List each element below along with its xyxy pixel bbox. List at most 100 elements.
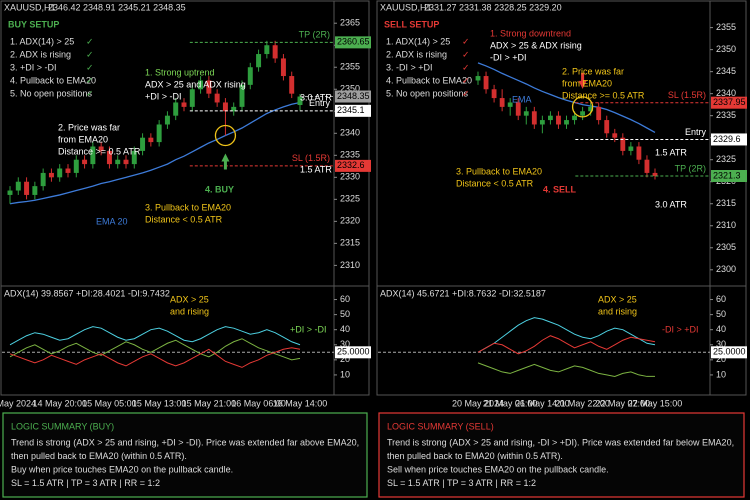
candle-body [564,120,569,125]
annotation: Distance < 0.5 ATR [456,178,534,188]
symbol: XAUUSD,H1 [380,2,432,12]
candle-body [73,159,79,173]
candle-body [264,45,270,55]
candle-body [181,102,187,107]
y-tick-label: 2335 [716,110,736,120]
level-box [711,170,747,183]
annotation: Distance >= 0.5 ATR [58,146,141,156]
summary-line: SL = 1.5 ATR | TP = 3 ATR | RR = 1:2 [387,478,536,488]
summary-title: LOGIC SUMMARY (BUY) [11,421,114,431]
level-box [335,346,371,359]
candle-body [272,45,278,59]
y-tick-label: 2345 [716,66,736,76]
panel-frame [0,0,370,396]
level-box [711,346,747,359]
setup-title: SELL SETUP [384,19,439,29]
checklist-item: 5. No open positions [10,88,93,98]
indicator-line [477,362,655,377]
annotation: -DI > +DI [490,52,527,62]
y-tick-label: 2350 [716,44,736,54]
y-tick-label: 2365 [340,18,360,28]
candle-body [515,102,521,116]
annotation: 1.5 ATR [655,147,687,157]
candle-body [620,137,626,151]
candle-body [539,120,545,125]
summary-line: Trend is strong (ADX > 25 and rising, -D… [387,437,734,447]
summary-line: Buy when price touches EMA20 on the pull… [11,464,233,474]
candle-body [612,133,618,138]
candle-body [628,146,634,151]
y-tick-label: 20 [340,354,350,364]
candle-body [156,124,162,143]
y-tick-label: 10 [340,369,350,379]
indicator-line [9,338,301,361]
level-name: Entry [309,98,331,108]
annotation: 4. SELL [543,184,577,194]
y-tick-label: 2310 [716,220,736,230]
summary-title: LOGIC SUMMARY (SELL) [387,421,494,431]
indicator-header: ADX(14) 45.6721 +DI:8.7632 -DI:32.5187 [380,288,546,298]
checklist-item: 5. No open positions [386,88,469,98]
checklist-item: 1. ADX(14) > 25 [386,36,450,46]
x-tick-label: 21 May 06:00 [483,398,538,408]
annotation: ADX > 25 and ADX rising [145,79,246,89]
check-mark: ✓ [86,75,94,85]
annotation: from EMA20 [562,78,612,88]
candle-body [164,115,170,125]
candle-body [40,172,46,187]
indicator-line [9,326,301,346]
indicator-line [9,347,301,368]
candle-body [231,106,237,112]
summary-line: SL = 1.5 ATR | TP = 3 ATR | RR = 1:2 [11,478,160,488]
quote: 2346.42 2348.91 2345.21 2348.35 [48,2,186,12]
candle-body [644,159,650,173]
candle-body [547,115,553,121]
x-tick-label: 14 May 2024 [0,398,36,408]
check-mark: ✓ [462,62,470,72]
y-tick-label: 20 [716,354,726,364]
level-name: SL (1.5R) [292,153,330,163]
candle-body [140,137,146,151]
candle-body [531,111,537,125]
indicator-line [477,335,656,355]
annotation: 3. Pullback to EMA20 [456,166,542,176]
candle-body [214,93,220,103]
y-tick-label: 2315 [716,198,736,208]
x-tick-label: 16 May 06:00 [231,398,286,408]
level-box [335,36,371,49]
candle-body [189,89,195,107]
candle-body [65,168,71,173]
candle-body [499,98,505,107]
y-tick-label: 60 [340,294,350,304]
candle-body [523,111,529,116]
candle-body [652,172,658,177]
annotation: from EMA20 [58,134,108,144]
x-tick-label: 15 May 21:00 [182,398,237,408]
y-tick-label: 60 [716,294,726,304]
annotation: EMA 20 [96,216,128,226]
annotation: ADX > 25 [598,294,637,304]
candle-body [604,120,610,134]
checklist-item: 4. Pullback to EMA20 [386,75,472,85]
x-tick-label: 22 May 07:00 [596,398,651,408]
candle-body [24,181,30,195]
candle-body [106,150,112,165]
level-value: 2337.95 [713,97,746,107]
symbol: XAUUSD,H1 [4,2,56,12]
candle-body [297,96,303,106]
candle-body [32,186,38,195]
candle-body [289,76,295,94]
check-mark: ✓ [462,49,470,59]
y-tick-label: 2350 [340,84,360,94]
quote: 2331.27 2331.38 2328.25 2329.20 [424,2,562,12]
candle-body [7,190,13,195]
y-tick-label: 2340 [716,88,736,98]
candle-body [98,146,104,151]
annotation: 3.0 ATR [655,199,687,209]
level-box [335,159,371,172]
candle-body [239,84,245,107]
annotation: and rising [170,306,209,316]
level-value: 2321.3 [713,170,741,180]
annotation: ADX > 25 [170,294,209,304]
